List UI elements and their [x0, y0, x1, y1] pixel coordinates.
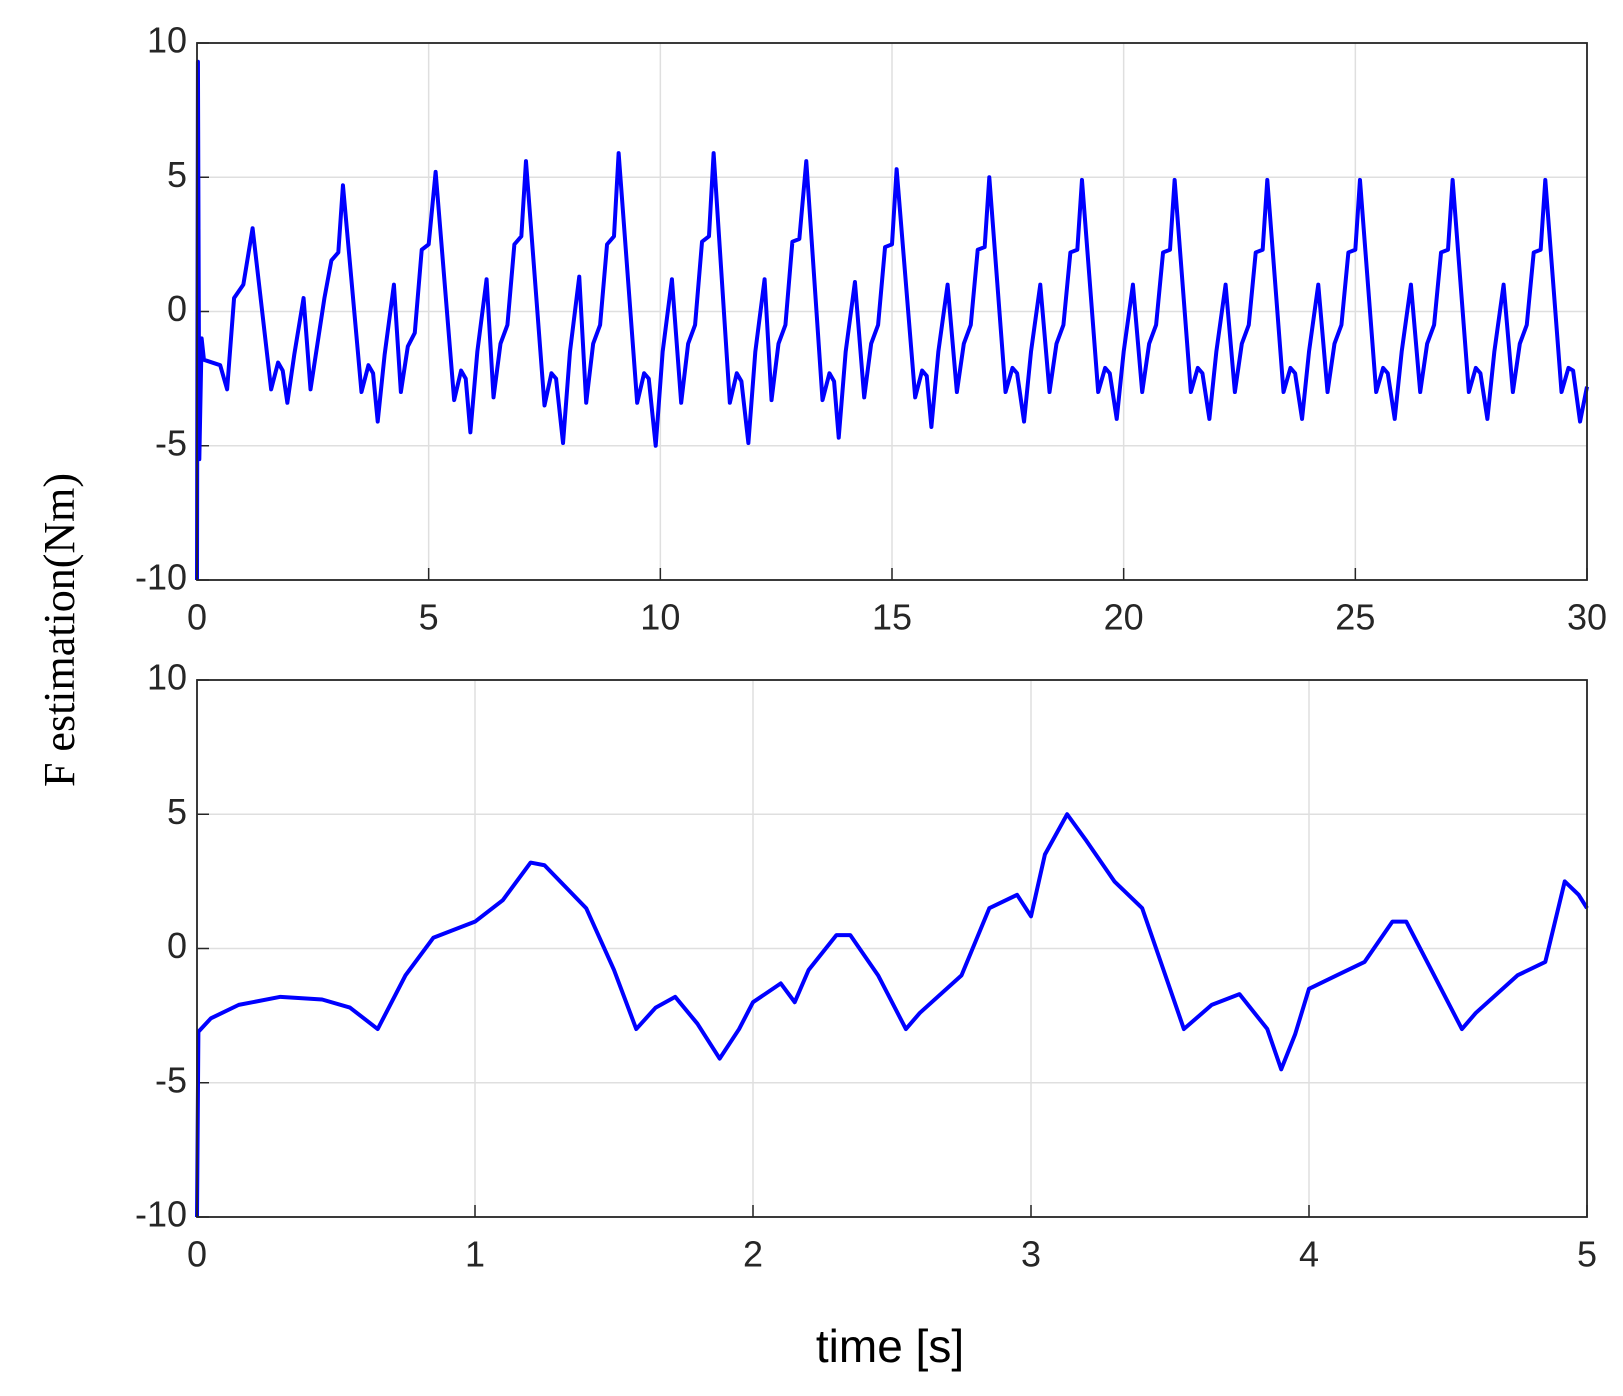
x-tick-label: 25: [1335, 597, 1375, 638]
x-tick-label: 10: [640, 597, 680, 638]
y-tick-label: 0: [167, 925, 187, 966]
data-line: [195, 812, 1589, 1218]
y-tick-label: -10: [135, 557, 187, 598]
axes-frame: [196, 42, 1588, 581]
axes-frame: [196, 679, 1588, 1218]
y-tick-label: -10: [135, 1194, 187, 1235]
x-tick-label: 0: [187, 597, 207, 638]
x-tick-label: 5: [1577, 1234, 1597, 1275]
y-tick-label: 5: [167, 791, 187, 832]
x-tick-label: 2: [743, 1234, 763, 1275]
y-tick-label: -5: [155, 422, 187, 463]
y-tick-label: 10: [147, 657, 187, 698]
y-axis-label: F estimation(Nm): [35, 473, 84, 787]
y-tick-label: 5: [167, 154, 187, 195]
x-tick-label: 1: [465, 1234, 485, 1275]
x-tick-label: 5: [419, 597, 439, 638]
x-tick-label: 30: [1567, 597, 1607, 638]
data-line: [195, 59, 1589, 581]
y-tick-label: -5: [155, 1059, 187, 1100]
y-tick-label: 0: [167, 288, 187, 329]
x-tick-label: 0: [187, 1234, 207, 1275]
x-axis-label: time [s]: [816, 1320, 964, 1372]
y-tick-label: 10: [147, 20, 187, 61]
x-tick-label: 4: [1299, 1234, 1319, 1275]
x-tick-label: 3: [1021, 1234, 1041, 1275]
x-tick-label: 15: [872, 597, 912, 638]
x-tick-label: 20: [1104, 597, 1144, 638]
